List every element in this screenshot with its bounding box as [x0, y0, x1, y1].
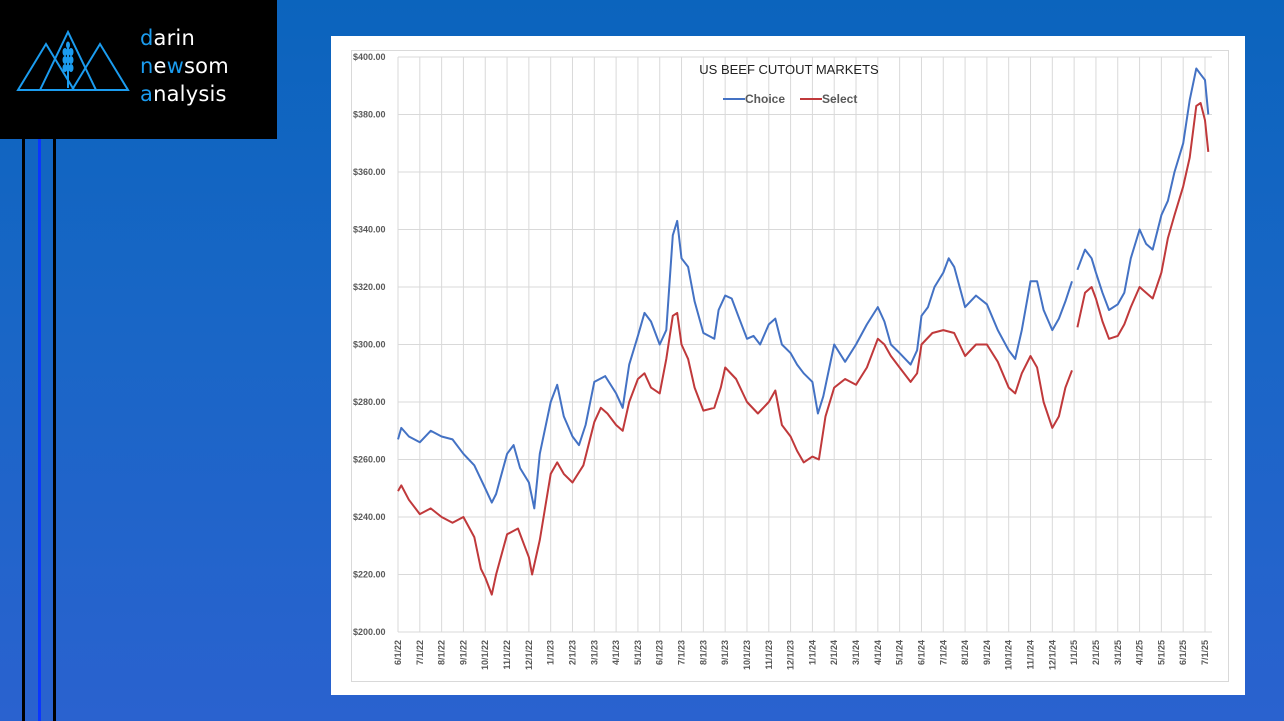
x-tick-label: 1/1/23	[546, 640, 556, 665]
chart-card: $200.00 $220.00 $240.00 $260.00 $280.00 $300.…	[331, 36, 1245, 695]
x-tick-label: 5/1/25	[1156, 640, 1166, 665]
x-tick-label: 10/1/23	[742, 640, 752, 670]
line-chart: $200.00 $220.00 $240.00 $260.00 $280.00 $300.…	[353, 52, 1212, 670]
x-tick-label: 11/1/24	[1026, 640, 1036, 670]
x-tick-label: 1/1/24	[807, 640, 817, 665]
y-tick-label: $220.00	[353, 570, 386, 580]
logo-letter: a	[140, 82, 154, 106]
series-lines	[397, 67, 1210, 596]
x-tick-label: 11/1/23	[764, 640, 774, 670]
legend-label-select: Select	[822, 92, 857, 106]
series-line-choice	[1076, 67, 1210, 311]
x-tick-label: 10/1/24	[1004, 640, 1014, 670]
y-tick-label: $360.00	[353, 167, 386, 177]
y-tick-label: $200.00	[353, 627, 386, 637]
gridlines	[397, 56, 1212, 633]
series-line-select	[1076, 102, 1210, 340]
x-tick-label: 2/1/25	[1091, 640, 1101, 665]
mountains-wheat-icon	[16, 30, 130, 91]
x-tick-label: 4/1/25	[1135, 640, 1145, 665]
logo-letter: d	[140, 26, 154, 50]
x-tick-label: 6/1/23	[655, 640, 665, 665]
x-tick-label: 7/1/23	[677, 640, 687, 665]
logo-word: som	[184, 54, 229, 78]
x-tick-label: 3/1/25	[1113, 640, 1123, 665]
y-tick-label: $400.00	[353, 52, 386, 62]
x-tick-label: 3/1/23	[589, 640, 599, 665]
x-tick-label: 9/1/24	[982, 640, 992, 665]
logo-word: arin	[153, 26, 195, 50]
x-tick-label: 12/1/24	[1047, 640, 1057, 670]
x-tick-label: 6/1/25	[1178, 640, 1188, 665]
y-tick-label: $260.00	[353, 455, 386, 465]
legend: Choice Select	[723, 92, 857, 106]
x-tick-label: 2/1/23	[567, 640, 577, 665]
x-tick-label: 10/1/22	[480, 640, 490, 670]
decorative-line	[38, 139, 41, 721]
logo: darin newsom analysis	[0, 0, 277, 139]
logo-word: nalysis	[153, 82, 227, 106]
x-tick-label: 1/1/25	[1069, 640, 1079, 665]
x-tick-label: 8/1/23	[698, 640, 708, 665]
x-tick-label: 9/1/23	[720, 640, 730, 665]
x-tick-label: 3/1/24	[851, 640, 861, 665]
chart-title: US BEEF CUTOUT MARKETS	[699, 62, 879, 77]
x-tick-label: 5/1/23	[633, 640, 643, 665]
x-tick-label: 4/1/23	[611, 640, 621, 665]
x-tick-label: 8/1/24	[960, 640, 970, 665]
logo-word: e	[153, 54, 167, 78]
y-tick-label: $320.00	[353, 282, 386, 292]
y-tick-label: $380.00	[353, 110, 386, 120]
y-tick-label: $240.00	[353, 512, 386, 522]
decorative-line	[53, 139, 56, 721]
x-tick-label: 2/1/24	[829, 640, 839, 665]
y-tick-label: $300.00	[353, 340, 386, 350]
y-tick-label: $340.00	[353, 225, 386, 235]
x-tick-label: 4/1/24	[873, 640, 883, 665]
logo-letter: n	[140, 54, 154, 78]
x-axis-ticks: 6/1/22 7/1/22 8/1/22 9/1/22 10/1/22 11/1/22 12…	[393, 640, 1210, 670]
logo-wordmark: darin newsom analysis	[140, 24, 229, 108]
series-line-choice	[397, 219, 1073, 510]
logo-letter: w	[166, 54, 185, 78]
x-tick-label: 7/1/25	[1200, 640, 1210, 665]
y-axis-ticks: $200.00 $220.00 $240.00 $260.00 $280.00 $300.…	[353, 52, 386, 637]
x-tick-label: 7/1/24	[938, 640, 948, 665]
chart-area-border	[351, 50, 1229, 682]
x-tick-label: 7/1/22	[415, 640, 425, 665]
x-tick-label: 5/1/24	[895, 640, 905, 665]
x-tick-label: 8/1/22	[437, 640, 447, 665]
x-tick-label: 12/1/22	[524, 640, 534, 670]
series-line-select	[397, 311, 1073, 596]
y-tick-label: $280.00	[353, 397, 386, 407]
x-tick-label: 9/1/22	[458, 640, 468, 665]
x-tick-label: 6/1/24	[916, 640, 926, 665]
x-tick-label: 11/1/22	[502, 640, 512, 670]
legend-label-choice: Choice	[745, 92, 785, 106]
decorative-line	[22, 139, 25, 721]
x-tick-label: 12/1/23	[786, 640, 796, 670]
x-tick-label: 6/1/22	[393, 640, 403, 665]
